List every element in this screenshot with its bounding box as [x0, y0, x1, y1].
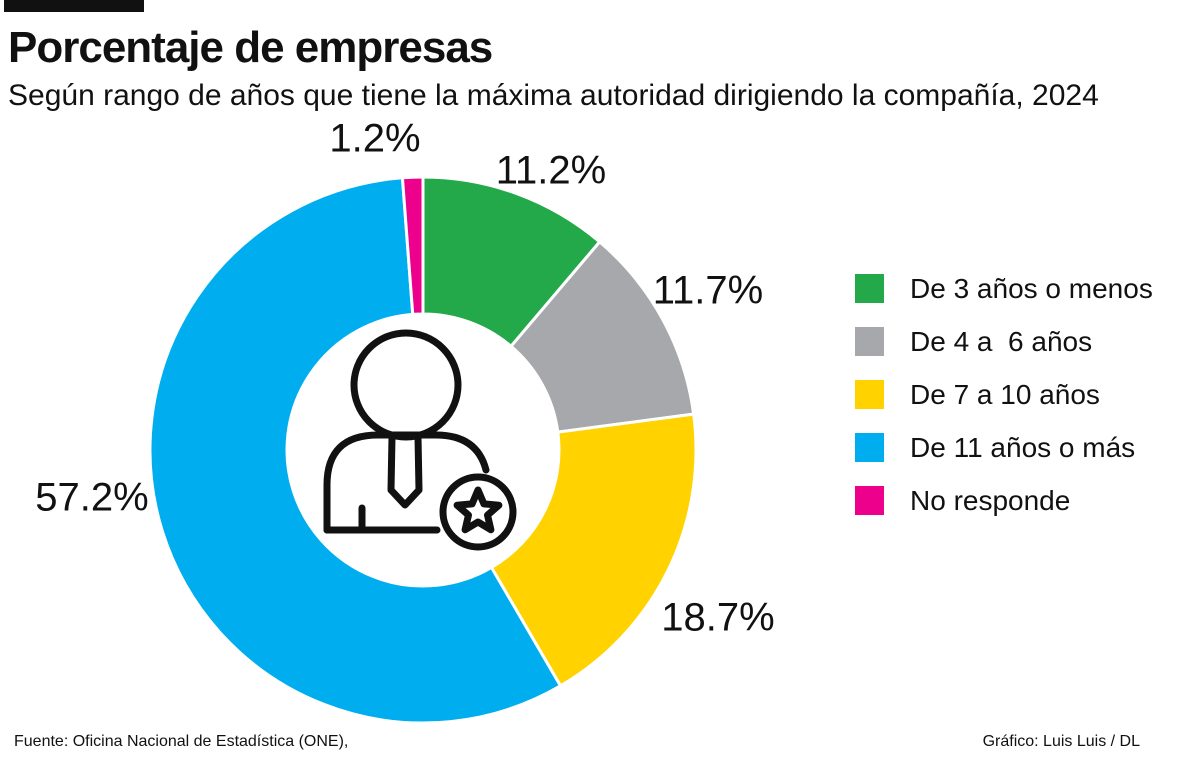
- legend-item: De 3 años o menos: [855, 262, 1153, 315]
- legend-item: De 11 años o más: [855, 421, 1153, 474]
- value-label: 18.7%: [661, 596, 774, 640]
- value-label: 11.7%: [653, 269, 763, 313]
- legend-item: De 7 a 10 años: [855, 368, 1153, 421]
- legend-label: De 4 a 6 años: [910, 325, 1093, 357]
- value-labels: 11.2% 11.7% 18.7% 57.2% 1.2%: [35, 117, 774, 640]
- chart-title: Porcentaje de empresas: [8, 23, 493, 72]
- donut-hole: [288, 315, 558, 585]
- legend-swatch-gray: [855, 327, 884, 356]
- legend-label: No responde: [910, 484, 1071, 516]
- legend-swatch-blue: [855, 433, 884, 462]
- donut-slice: [148, 176, 563, 725]
- legend-swatch-magenta: [855, 486, 884, 515]
- value-label: 57.2%: [35, 476, 148, 520]
- value-label: 1.2%: [329, 117, 420, 161]
- legend-item: No responde: [855, 474, 1153, 527]
- header-accent-bar: [4, 0, 144, 12]
- legend: De 3 años o menos De 4 a 6 años De 7 a 1…: [855, 262, 1153, 527]
- donut-slice: [489, 412, 698, 688]
- donut-slices: [148, 175, 698, 725]
- person-star-icon: [323, 329, 517, 551]
- donut-slice: [400, 175, 425, 316]
- legend-swatch-yellow: [855, 380, 884, 409]
- legend-label: De 11 años o más: [910, 431, 1136, 463]
- value-label: 11.2%: [496, 149, 606, 193]
- legend-label: De 3 años o menos: [910, 272, 1153, 304]
- legend-swatch-green: [855, 274, 884, 303]
- graphic-credit: Gráfico: Luis Luis / DL: [982, 733, 1140, 750]
- legend-item: De 4 a 6 años: [855, 315, 1153, 368]
- chart-subtitle: Según rango de años que tiene la máxima …: [8, 79, 1099, 112]
- legend-label: De 7 a 10 años: [910, 378, 1100, 410]
- source-note: Fuente: Oficina Nacional de Estadística …: [14, 733, 349, 750]
